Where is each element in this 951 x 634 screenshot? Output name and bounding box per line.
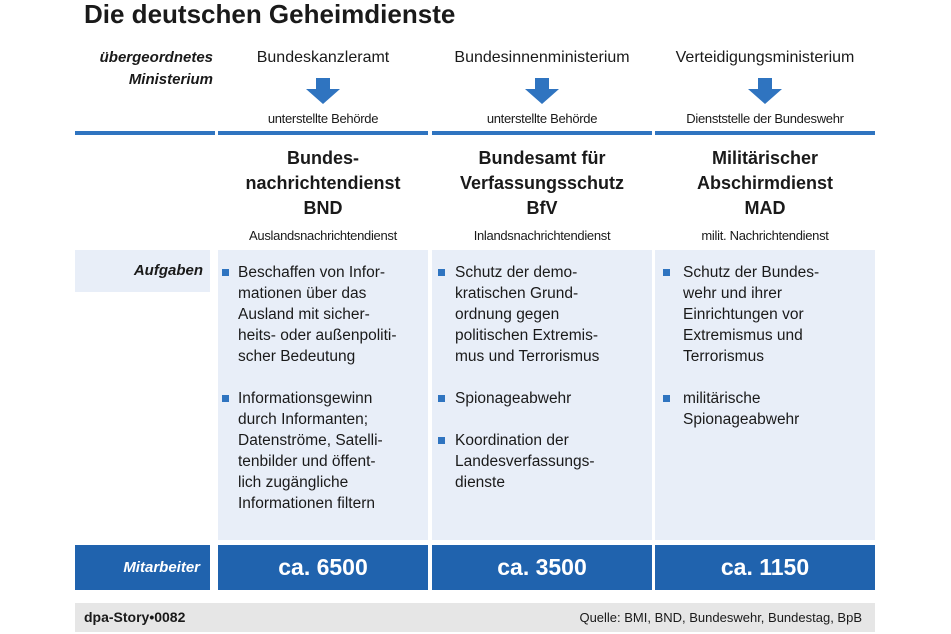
story-id: dpa-Story•0082 — [84, 609, 186, 625]
task-line: mationen über das — [238, 285, 367, 302]
divider-rule — [218, 131, 428, 135]
down-arrow-icon — [655, 78, 875, 104]
task-line: Koordination der — [455, 432, 569, 449]
task-line: dienste — [455, 474, 505, 491]
square-bullet-icon — [663, 269, 670, 276]
staff-box: ca. 3500 — [432, 545, 652, 590]
task-line: tenbilder und öffent- — [238, 453, 376, 470]
ministry-name: Bundeskanzleramt — [256, 49, 390, 66]
task-line: wehr und ihrer — [683, 285, 783, 302]
agency-name-line: BND — [303, 198, 343, 218]
relation-label: Dienststelle der Bundeswehr — [686, 111, 844, 126]
task-line: durch Informanten; — [238, 411, 369, 428]
square-bullet-icon — [663, 395, 670, 402]
square-bullet-icon — [438, 269, 445, 276]
row-label-staff-box: Mitarbeiter — [75, 545, 210, 590]
square-bullet-icon — [222, 269, 229, 276]
divider-rule — [75, 131, 215, 135]
task-line: ordnung gegen — [455, 306, 560, 323]
agency-name-line: nachrichtendienst — [245, 173, 401, 193]
task-line: Terrorismus — [683, 348, 764, 365]
ministry-name: Bundesinnenministerium — [454, 49, 630, 66]
task-line: Einrichtungen vor — [683, 306, 804, 323]
service-type: Auslandsnachrichtendienst — [249, 228, 397, 243]
source-credit: Quelle: BMI, BND, Bundeswehr, Bundestag,… — [579, 610, 862, 625]
row-label-ministry-line: Ministerium — [128, 71, 213, 88]
staff-count: ca. 1150 — [720, 554, 810, 580]
task-list-mad: Schutz der Bundes- wehr und ihrer Einric… — [663, 262, 875, 451]
list-item: Beschaffen von Infor- mationen über das … — [222, 262, 428, 367]
row-label-staff: Mitarbeiter — [123, 559, 200, 576]
square-bullet-icon — [438, 437, 445, 444]
list-item: militärische Spionageabwehr — [663, 388, 875, 430]
task-line: Beschaffen von Infor- — [238, 264, 386, 281]
task-line: scher Bedeutung — [238, 348, 356, 365]
square-bullet-icon — [438, 395, 445, 402]
agency-name-bnd: Bundes- nachrichtendienst BND — [218, 146, 428, 221]
tasks-panel — [655, 250, 875, 540]
row-label-ministry: übergeordnetes Ministerium — [75, 47, 213, 91]
staff-count: ca. 3500 — [497, 554, 587, 580]
task-line: Schutz der demo- — [455, 264, 578, 281]
square-bullet-icon — [222, 395, 229, 402]
row-label-tasks: Aufgaben — [133, 262, 203, 279]
row-label-tasks-box: Aufgaben — [75, 250, 210, 292]
task-line: mus und Terrorismus — [455, 348, 600, 365]
task-line: Extremismus und — [683, 327, 803, 344]
list-item: Koordination der Landesverfassungs- dien… — [438, 430, 652, 493]
list-item: Schutz der demo- kratischen Grund- ordnu… — [438, 262, 652, 367]
task-line: lich zugängliche — [238, 474, 349, 491]
staff-box: ca. 1150 — [655, 545, 875, 590]
agency-name-bfv: Bundesamt für Verfassungsschutz BfV — [432, 146, 652, 221]
list-item: Informationsgewinn durch Informanten; Da… — [222, 388, 428, 514]
down-arrow-icon — [218, 78, 428, 104]
task-line: Schutz der Bundes- — [683, 264, 820, 281]
divider-rule — [655, 131, 875, 135]
task-line: Informationen filtern — [238, 495, 375, 512]
agency-name-line: Bundesamt für — [478, 148, 606, 168]
list-item: Schutz der Bundes- wehr und ihrer Einric… — [663, 262, 875, 367]
staff-box: ca. 6500 — [218, 545, 428, 590]
service-type: milit. Nachrichtendienst — [701, 228, 829, 243]
task-line: Ausland mit sicher- — [238, 306, 370, 323]
agency-name-line: BfV — [526, 198, 558, 218]
tasks-panel — [432, 250, 652, 540]
task-line: Datenströme, Satelli- — [238, 432, 383, 449]
footer-bar: dpa-Story•0082 Quelle: BMI, BND, Bundesw… — [75, 603, 875, 632]
agency-name-line: MAD — [744, 198, 786, 218]
task-line: heits- oder außenpoliti- — [238, 327, 397, 344]
task-line: Landesverfassungs- — [455, 453, 595, 470]
agency-name-line: Verfassungsschutz — [459, 173, 625, 193]
agency-name-line: Bundes- — [287, 148, 359, 168]
divider-rule — [432, 131, 652, 135]
agency-name-line: Militärischer — [711, 148, 819, 168]
task-list-bnd: Beschaffen von Infor- mationen über das … — [222, 262, 428, 535]
page-title: Die deutschen Geheimdienste — [84, 0, 456, 29]
task-line: kratischen Grund- — [455, 285, 579, 302]
relation-label: unterstellte Behörde — [486, 111, 598, 126]
task-line: Spionageabwehr — [455, 390, 572, 407]
task-list-bfv: Schutz der demo- kratischen Grund- ordnu… — [438, 262, 652, 514]
tasks-panel — [218, 250, 428, 540]
task-line: politischen Extremis- — [455, 327, 598, 344]
list-item: Spionageabwehr — [438, 388, 652, 409]
agency-name-line: Abschirmdienst — [696, 173, 834, 193]
service-type: Inlandsnachrichtendienst — [473, 228, 611, 243]
agency-name-mad: Militärischer Abschirmdienst MAD — [655, 146, 875, 221]
task-line: Spionageabwehr — [683, 411, 800, 428]
task-line: Informationsgewinn — [238, 390, 373, 407]
ministry-name: Verteidigungsministerium — [675, 49, 855, 66]
staff-count: ca. 6500 — [278, 554, 368, 580]
relation-label: unterstellte Behörde — [267, 111, 379, 126]
task-line: militärische — [683, 390, 761, 407]
row-label-ministry-line: übergeordnetes — [99, 49, 213, 66]
down-arrow-icon — [432, 78, 652, 104]
